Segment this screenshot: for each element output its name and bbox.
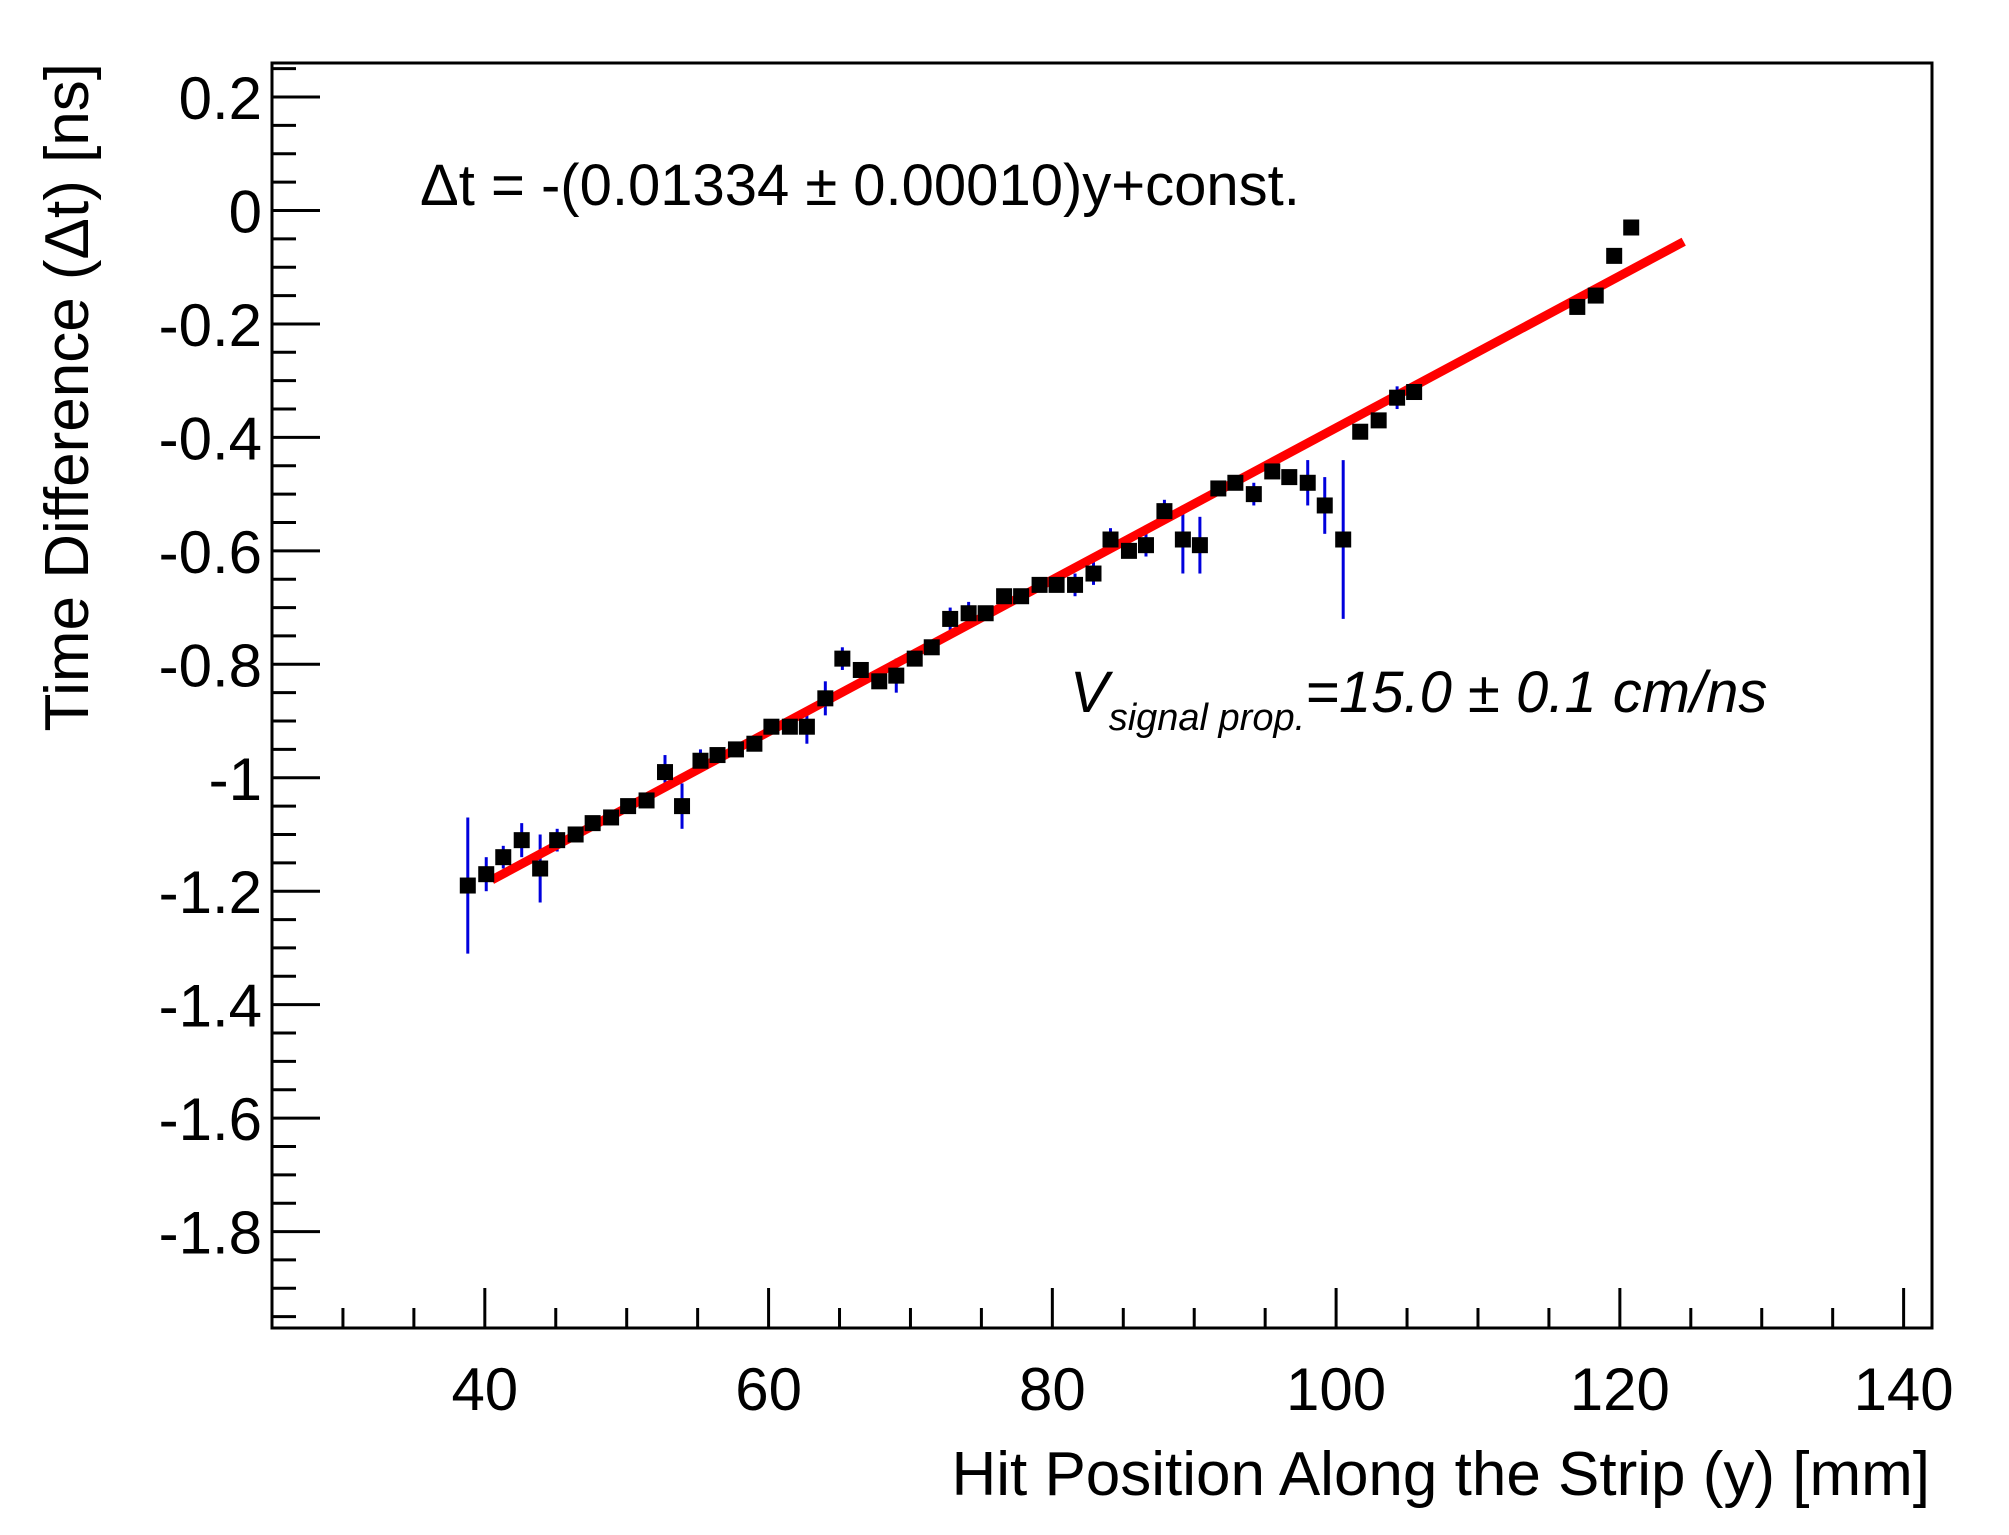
data-point xyxy=(513,832,530,849)
data-point xyxy=(657,764,674,781)
data-point xyxy=(1569,298,1586,315)
data-point xyxy=(1067,576,1084,593)
x-tick-label: 40 xyxy=(451,1356,518,1423)
data-point xyxy=(977,605,994,622)
data-point xyxy=(960,605,977,622)
velocity-annotation: Vsignal prop.=15.0 ± 0.1 cm/ns xyxy=(1070,660,1767,739)
data-point xyxy=(1370,412,1387,429)
data-point xyxy=(1245,486,1262,503)
data-point xyxy=(1606,247,1623,264)
data-point xyxy=(1191,537,1208,554)
velocity-value: =15.0 ± 0.1 cm/ns xyxy=(1305,660,1767,725)
velocity-subscript: signal prop. xyxy=(1109,697,1305,739)
data-point xyxy=(1623,219,1640,236)
data-point xyxy=(781,718,798,735)
data-point xyxy=(1031,576,1048,593)
x-tick-label: 120 xyxy=(1570,1356,1670,1423)
data-point xyxy=(1335,531,1352,548)
data-point xyxy=(871,673,888,690)
data-point xyxy=(692,752,709,769)
x-tick-label: 80 xyxy=(1019,1356,1086,1423)
fit-line xyxy=(489,237,1686,884)
data-point xyxy=(459,877,476,894)
data-point xyxy=(1406,384,1423,401)
x-tick-label: 100 xyxy=(1286,1356,1386,1423)
y-tick-label: -0.4 xyxy=(159,405,262,472)
data-point xyxy=(888,667,905,684)
data-point xyxy=(1156,503,1173,520)
y-tick-label: -1.8 xyxy=(159,1200,262,1267)
data-point xyxy=(1137,537,1154,554)
data-point xyxy=(942,610,959,627)
y-axis-ticks: 0.2 0 -0.2 -0.4 -0.6 -0.8 -1 -1.2 -1.4 -1.6 -1.8 xyxy=(159,65,320,1319)
data-point xyxy=(727,741,744,758)
y-tick-label: -1.2 xyxy=(159,859,262,926)
y-tick-label: -1.4 xyxy=(159,973,262,1040)
data-point xyxy=(603,809,620,826)
data-point xyxy=(1587,287,1604,304)
data-point xyxy=(923,639,940,656)
data-point xyxy=(620,798,637,815)
data-point xyxy=(1352,423,1369,440)
fit-equation-annotation: Δt = -(0.01334 ± 0.00010)y+const. xyxy=(420,153,1300,218)
plot-frame xyxy=(270,61,1934,1330)
data-point xyxy=(1299,474,1316,491)
data-point xyxy=(584,815,601,832)
data-point xyxy=(817,690,834,707)
data-point xyxy=(763,718,780,735)
data-point xyxy=(1085,565,1102,582)
data-point xyxy=(709,747,726,764)
data-point xyxy=(567,826,584,843)
y-axis-title: Time Difference (Δt) [ns] xyxy=(33,63,102,731)
data-point xyxy=(638,792,655,809)
y-tick-label: -0.8 xyxy=(159,632,262,699)
x-axis-title: Hit Position Along the Strip (y) [mm] xyxy=(951,1440,1930,1509)
data-point xyxy=(1013,588,1030,605)
data-point xyxy=(1281,469,1298,486)
data-point xyxy=(478,866,495,883)
data-point xyxy=(1048,576,1065,593)
velocity-symbol: V xyxy=(1070,660,1114,725)
data-point xyxy=(1264,463,1281,480)
data-point xyxy=(1389,389,1406,406)
data-point xyxy=(1210,480,1227,497)
data-point xyxy=(674,798,691,815)
data-point xyxy=(1174,531,1191,548)
data-point xyxy=(1316,497,1333,514)
data-point xyxy=(495,849,512,866)
data-point xyxy=(798,718,815,735)
data-point xyxy=(906,650,923,667)
y-tick-label: -1 xyxy=(209,746,262,813)
data-point xyxy=(852,661,869,678)
data-point xyxy=(834,650,851,667)
y-tick-label: -0.2 xyxy=(159,292,262,359)
y-tick-label: 0 xyxy=(229,178,262,245)
data-point xyxy=(996,588,1013,605)
data-points xyxy=(459,219,1640,894)
data-point xyxy=(1227,474,1244,491)
y-tick-label: -1.6 xyxy=(159,1086,262,1153)
data-point xyxy=(746,735,763,752)
fit-line-group xyxy=(489,237,1686,884)
x-axis-ticks: 40 60 80 100 120 140 xyxy=(270,1288,1954,1423)
data-point xyxy=(532,860,549,877)
data-point xyxy=(549,832,566,849)
y-tick-label: -0.6 xyxy=(159,519,262,586)
x-tick-label: 140 xyxy=(1854,1356,1954,1423)
data-point xyxy=(1102,531,1119,548)
y-tick-label: 0.2 xyxy=(179,65,262,132)
x-tick-label: 60 xyxy=(735,1356,802,1423)
data-point xyxy=(1120,542,1137,559)
